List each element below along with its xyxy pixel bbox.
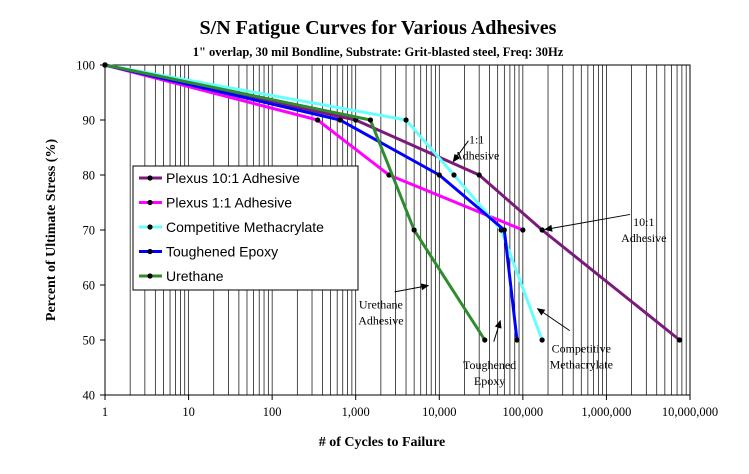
annotation-arrowhead (494, 319, 502, 329)
annotation-layer: 1:1 Adhesive 10:1 Adhesive Urethane Adhesive T… (358, 133, 666, 389)
annotation-arrow-line (394, 285, 426, 293)
data-point (520, 227, 526, 233)
annotation-label: Adhesive (358, 314, 403, 328)
annotation-arrowhead (420, 283, 430, 291)
y-tick-label: 100 (76, 59, 95, 73)
chart-subtitle: 1" overlap, 30 mil Bondline, Substrate: … (193, 45, 564, 59)
legend-marker (147, 248, 153, 255)
y-tick-label: 90 (83, 114, 96, 128)
axis-ticks: 1 10 100 1,000 10,000 100,000 1,000,000 10,000,… (76, 59, 718, 420)
legend-label: Plexus 1:1 Adhesive (166, 195, 292, 211)
annotation-label: Adhesive (454, 149, 499, 163)
legend-label: Plexus 10:1 Adhesive (166, 170, 300, 186)
chart-title: S/N Fatigue Curves for Various Adhesives (200, 17, 557, 39)
data-point (403, 117, 409, 123)
data-point (482, 337, 488, 343)
annotation-label: Competitive (552, 342, 611, 356)
data-point (476, 172, 482, 178)
x-tick-label: 1,000,000 (581, 405, 631, 419)
annotation-label: Urethane (359, 298, 403, 312)
annotation-label: 1:1 (469, 133, 484, 147)
data-point (539, 337, 545, 343)
data-point (102, 62, 108, 68)
legend-label: Urethane (166, 268, 224, 284)
x-tick-label: 10 (182, 405, 195, 419)
x-tick-label: 100 (263, 405, 282, 419)
x-tick-label: 10,000,000 (662, 405, 718, 419)
x-tick-label: 1,000 (342, 405, 370, 419)
x-tick-label: 100,000 (503, 405, 544, 419)
data-point (539, 227, 545, 233)
y-tick-label: 50 (83, 334, 96, 348)
legend-label: Toughened Epoxy (166, 244, 278, 260)
legend: Plexus 10:1 Adhesive Plexus 1:1 Adhesive C… (132, 165, 359, 291)
x-tick-label: 1 (102, 405, 108, 419)
series-line (104, 63, 524, 232)
data-point (501, 227, 507, 233)
annotation-arrowhead (452, 153, 461, 163)
legend-marker (147, 175, 153, 181)
annotation-label: Toughened (463, 358, 516, 372)
x-tick-label: 10,000 (422, 405, 456, 419)
data-point (451, 172, 457, 178)
data-point (411, 227, 417, 233)
x-axis-label: # of Cycles to Failure (319, 435, 446, 450)
data-point (436, 172, 442, 178)
data-point (337, 117, 343, 123)
legend-marker (147, 199, 153, 206)
annotation-label: Epoxy (474, 374, 505, 388)
data-point (315, 117, 321, 123)
annotation-arrow-line (539, 309, 570, 332)
annotation-label: 10:1 (633, 215, 654, 229)
y-tick-label: 80 (83, 169, 96, 183)
y-tick-label: 40 (83, 389, 96, 403)
legend-box (132, 165, 359, 291)
legend-label: Competitive Methacrylate (166, 219, 324, 235)
data-point (367, 117, 374, 123)
data-point (676, 337, 683, 343)
annotation-arrowhead (544, 224, 553, 232)
legend-marker (147, 224, 153, 230)
annotation-arrowhead (536, 308, 546, 316)
annotation-label: Adhesive (621, 231, 666, 245)
data-point (514, 337, 520, 343)
annotation-label: Methacrylate (550, 358, 613, 372)
y-tick-label: 60 (83, 279, 96, 293)
y-tick-label: 70 (83, 224, 96, 238)
legend-marker (147, 273, 153, 279)
y-axis-label: Percent of Ultimate Stress (%) (44, 139, 59, 322)
annotation-arrow-line (547, 213, 631, 230)
series-layer (102, 62, 683, 343)
series-line (104, 63, 487, 341)
